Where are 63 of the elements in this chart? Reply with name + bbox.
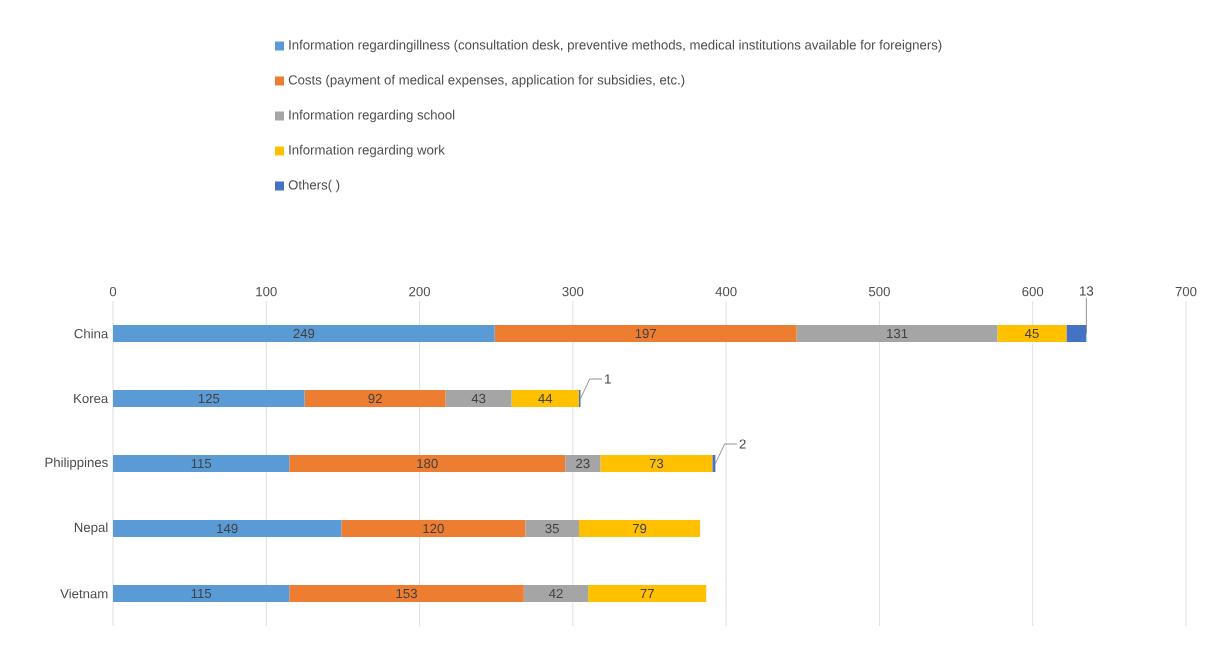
y-tick-label: Nepal <box>74 522 108 535</box>
bar <box>1066 325 1087 343</box>
bar <box>289 585 524 602</box>
data-label: 79 <box>632 523 647 534</box>
data-label: 120 <box>423 523 444 534</box>
legend-label: Costs (payment of medical expenses, application for subsidies, etc.) <box>288 74 685 88</box>
bar <box>494 325 797 343</box>
bar <box>511 390 579 408</box>
y-tick-label: Korea <box>74 393 109 404</box>
bar <box>565 455 601 473</box>
bar <box>600 455 713 473</box>
data-label: 249 <box>293 328 315 339</box>
data-label: 125 <box>198 393 220 404</box>
data-label: 180 <box>417 458 438 469</box>
bar <box>578 520 701 538</box>
legend-label: Information regarding work <box>289 144 445 158</box>
data-label: 115 <box>191 588 212 599</box>
bar <box>341 520 526 538</box>
x-tick-label: 0 <box>109 286 117 297</box>
legend-label: Information regardingillness (consultation desk, preventive methods, medical institutions available for foreigners) <box>289 39 942 53</box>
data-label: 77 <box>640 588 654 599</box>
data-label: 43 <box>471 393 486 404</box>
x-tick-label: 300 <box>562 286 584 297</box>
data-label: 23 <box>576 458 590 469</box>
bar <box>113 325 495 343</box>
data-label: 35 <box>545 523 559 534</box>
data-label: 153 <box>396 588 417 599</box>
bar <box>113 455 290 473</box>
bar <box>304 390 446 408</box>
bar <box>289 455 566 473</box>
data-label: 45 <box>1024 328 1039 339</box>
data-label: 1 <box>605 374 611 384</box>
legend-label: Information regarding school <box>289 109 455 123</box>
data-label: 131 <box>887 328 908 339</box>
data-label: 197 <box>635 328 656 339</box>
y-tick-label: Philippines <box>45 457 108 470</box>
data-label: 73 <box>649 458 664 469</box>
y-tick-label: China <box>74 328 109 339</box>
x-tick-label: 500 <box>868 286 890 297</box>
data-label: 92 <box>368 393 382 404</box>
y-tick-label: Vietnam <box>60 588 108 599</box>
data-label: 2 <box>739 439 746 449</box>
x-tick-label: 600 <box>1022 286 1044 297</box>
bar <box>523 585 589 602</box>
data-label: 44 <box>538 393 553 404</box>
bar <box>445 390 512 408</box>
data-label: 13 <box>1080 286 1094 296</box>
bar <box>113 520 342 538</box>
x-tick-label: 100 <box>256 286 277 297</box>
x-tick-label: 700 <box>1175 286 1197 297</box>
bar <box>712 455 716 473</box>
data-label: 42 <box>548 588 563 599</box>
bar <box>997 325 1067 343</box>
x-tick-label: 400 <box>715 286 737 297</box>
bar <box>796 325 998 343</box>
bar <box>113 390 305 408</box>
x-tick-label: 200 <box>409 286 431 297</box>
bar <box>525 520 579 538</box>
bar <box>588 585 707 602</box>
bar <box>113 585 290 602</box>
legend-label: Others( ) <box>288 179 340 193</box>
data-label: 115 <box>191 458 212 469</box>
data-label: 149 <box>217 523 238 534</box>
